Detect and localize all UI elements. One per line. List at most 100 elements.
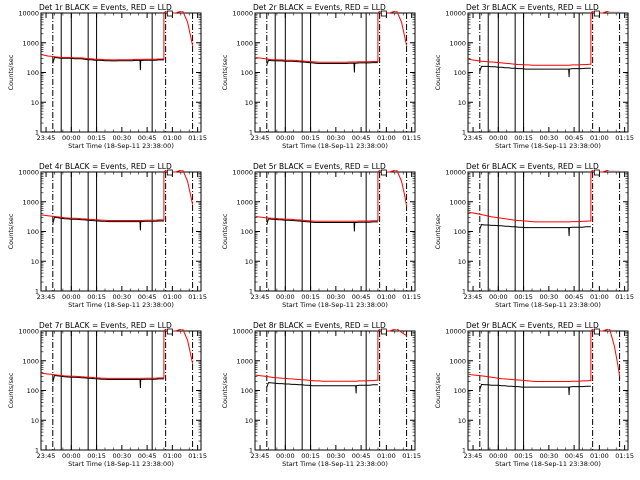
plot-area (255, 11, 408, 132)
y-tick-label: 1 (462, 447, 466, 455)
panel-title: Det 5r BLACK = Events, RED = LLD (253, 162, 386, 171)
x-tick-label: 01:00 (377, 452, 396, 460)
y-axis-label: Counts/sec (221, 372, 229, 408)
y-tick-label: 100 (241, 69, 253, 77)
y-tick-label: 10000 (18, 328, 39, 336)
x-axis-label: Start Time (18-Sep-11 23:38:00) (282, 301, 388, 309)
y-tick-label: 1000 (236, 198, 253, 206)
flare-marker (593, 10, 600, 17)
y-tick-label: 10000 (232, 328, 253, 336)
y-tick-label: 1 (462, 288, 466, 296)
x-tick-label: 01:15 (188, 134, 207, 142)
series-line-events (266, 382, 378, 394)
series-line-events (266, 59, 378, 73)
x-tick-label: 00:15 (301, 134, 320, 142)
x-tick-label: 00:15 (87, 293, 106, 301)
panel-title: Det 1r BLACK = Events, RED = LLD (39, 3, 172, 12)
x-tick-label: 00:30 (326, 293, 345, 301)
x-tick-label: 23:45 (464, 293, 483, 301)
series-line-lld (468, 329, 621, 382)
x-tick-label: 01:15 (402, 293, 421, 301)
x-tick-label: 01:15 (615, 134, 634, 142)
series-line-lld (468, 170, 620, 223)
x-tick-label: 23:45 (464, 452, 483, 460)
y-tick-label: 100 (27, 228, 39, 236)
flare-marker (380, 10, 387, 17)
x-tick-label: 00:30 (112, 452, 131, 460)
y-tick-label: 10 (245, 417, 253, 425)
x-tick-label: 01:00 (377, 293, 396, 301)
x-tick-label: 23:45 (37, 452, 56, 460)
x-tick-label: 01:15 (188, 293, 207, 301)
series-line-lld (41, 170, 194, 221)
series-line-lld (255, 11, 408, 63)
flare-marker (380, 328, 387, 335)
x-tick-label: 00:00 (489, 452, 508, 460)
x-tick-label: 00:30 (326, 134, 345, 142)
flare-marker (166, 10, 173, 17)
x-tick-label: 00:30 (539, 134, 558, 142)
panel-2: Det 2r BLACK = Events, RED = LLD 1 10 100 10… (221, 3, 421, 150)
x-axis-label: Start Time (18-Sep-11 23:38:00) (495, 460, 601, 468)
x-tick-label: 01:15 (402, 134, 421, 142)
y-tick-label: 100 (241, 387, 253, 395)
series-line-lld (41, 11, 194, 61)
x-tick-label: 01:00 (163, 452, 182, 460)
x-tick-label: 00:00 (276, 134, 295, 142)
y-tick-label: 100 (454, 69, 466, 77)
y-axis-label: Counts/sec (7, 54, 15, 90)
y-tick-label: 10 (245, 99, 253, 107)
x-tick-label: 01:00 (163, 134, 182, 142)
y-tick-label: 1000 (449, 198, 466, 206)
y-tick-label: 10000 (18, 10, 39, 18)
panel-title: Det 3r BLACK = Events, RED = LLD (466, 3, 599, 12)
flare-marker (380, 169, 387, 176)
x-tick-label: 00:00 (62, 452, 81, 460)
series-line-events (479, 224, 591, 237)
flare-marker (166, 169, 173, 176)
x-tick-label: 00:15 (514, 452, 533, 460)
panel-8: Det 8r BLACK = Events, RED = LLD 1 10 100 10… (221, 321, 421, 468)
y-axis-label: Counts/sec (434, 372, 442, 408)
y-axis-label: Counts/sec (434, 54, 442, 90)
y-tick-label: 10 (458, 258, 466, 266)
y-tick-label: 10000 (18, 169, 39, 177)
x-tick-label: 00:30 (539, 452, 558, 460)
y-tick-label: 100 (241, 228, 253, 236)
series-line-events (479, 383, 591, 396)
y-tick-label: 1000 (236, 39, 253, 47)
y-axis-label: Counts/sec (221, 54, 229, 90)
plot-area (41, 170, 194, 291)
x-axis-label: Start Time (18-Sep-11 23:38:00) (68, 460, 174, 468)
panel-1: Det 1r BLACK = Events, RED = LLD 1 10 100 10… (7, 3, 207, 150)
series-line-lld (255, 329, 407, 382)
x-axis-label: Start Time (18-Sep-11 23:38:00) (495, 142, 601, 150)
y-tick-label: 10 (245, 258, 253, 266)
y-tick-label: 10000 (445, 328, 466, 336)
y-tick-label: 1000 (449, 39, 466, 47)
x-tick-label: 01:15 (402, 452, 421, 460)
x-axis-label: Start Time (18-Sep-11 23:38:00) (68, 301, 174, 309)
x-tick-label: 00:30 (112, 134, 131, 142)
x-tick-label: 00:45 (138, 452, 157, 460)
x-tick-label: 00:00 (489, 134, 508, 142)
x-tick-label: 00:45 (138, 293, 157, 301)
series-line-events (52, 374, 164, 389)
y-tick-label: 100 (454, 387, 466, 395)
panel-title: Det 7r BLACK = Events, RED = LLD (39, 321, 172, 330)
x-tick-label: 01:00 (590, 134, 609, 142)
y-tick-label: 1 (462, 129, 466, 137)
y-tick-label: 1000 (449, 357, 466, 365)
y-tick-label: 10 (31, 99, 39, 107)
y-tick-label: 1000 (22, 39, 39, 47)
x-tick-label: 01:15 (615, 293, 634, 301)
x-tick-label: 01:00 (163, 293, 182, 301)
y-tick-label: 1000 (22, 198, 39, 206)
x-tick-label: 23:45 (464, 134, 483, 142)
x-tick-label: 00:15 (301, 293, 320, 301)
x-tick-label: 00:30 (326, 452, 345, 460)
x-tick-label: 01:00 (590, 293, 609, 301)
panel-title: Det 8r BLACK = Events, RED = LLD (253, 321, 386, 330)
